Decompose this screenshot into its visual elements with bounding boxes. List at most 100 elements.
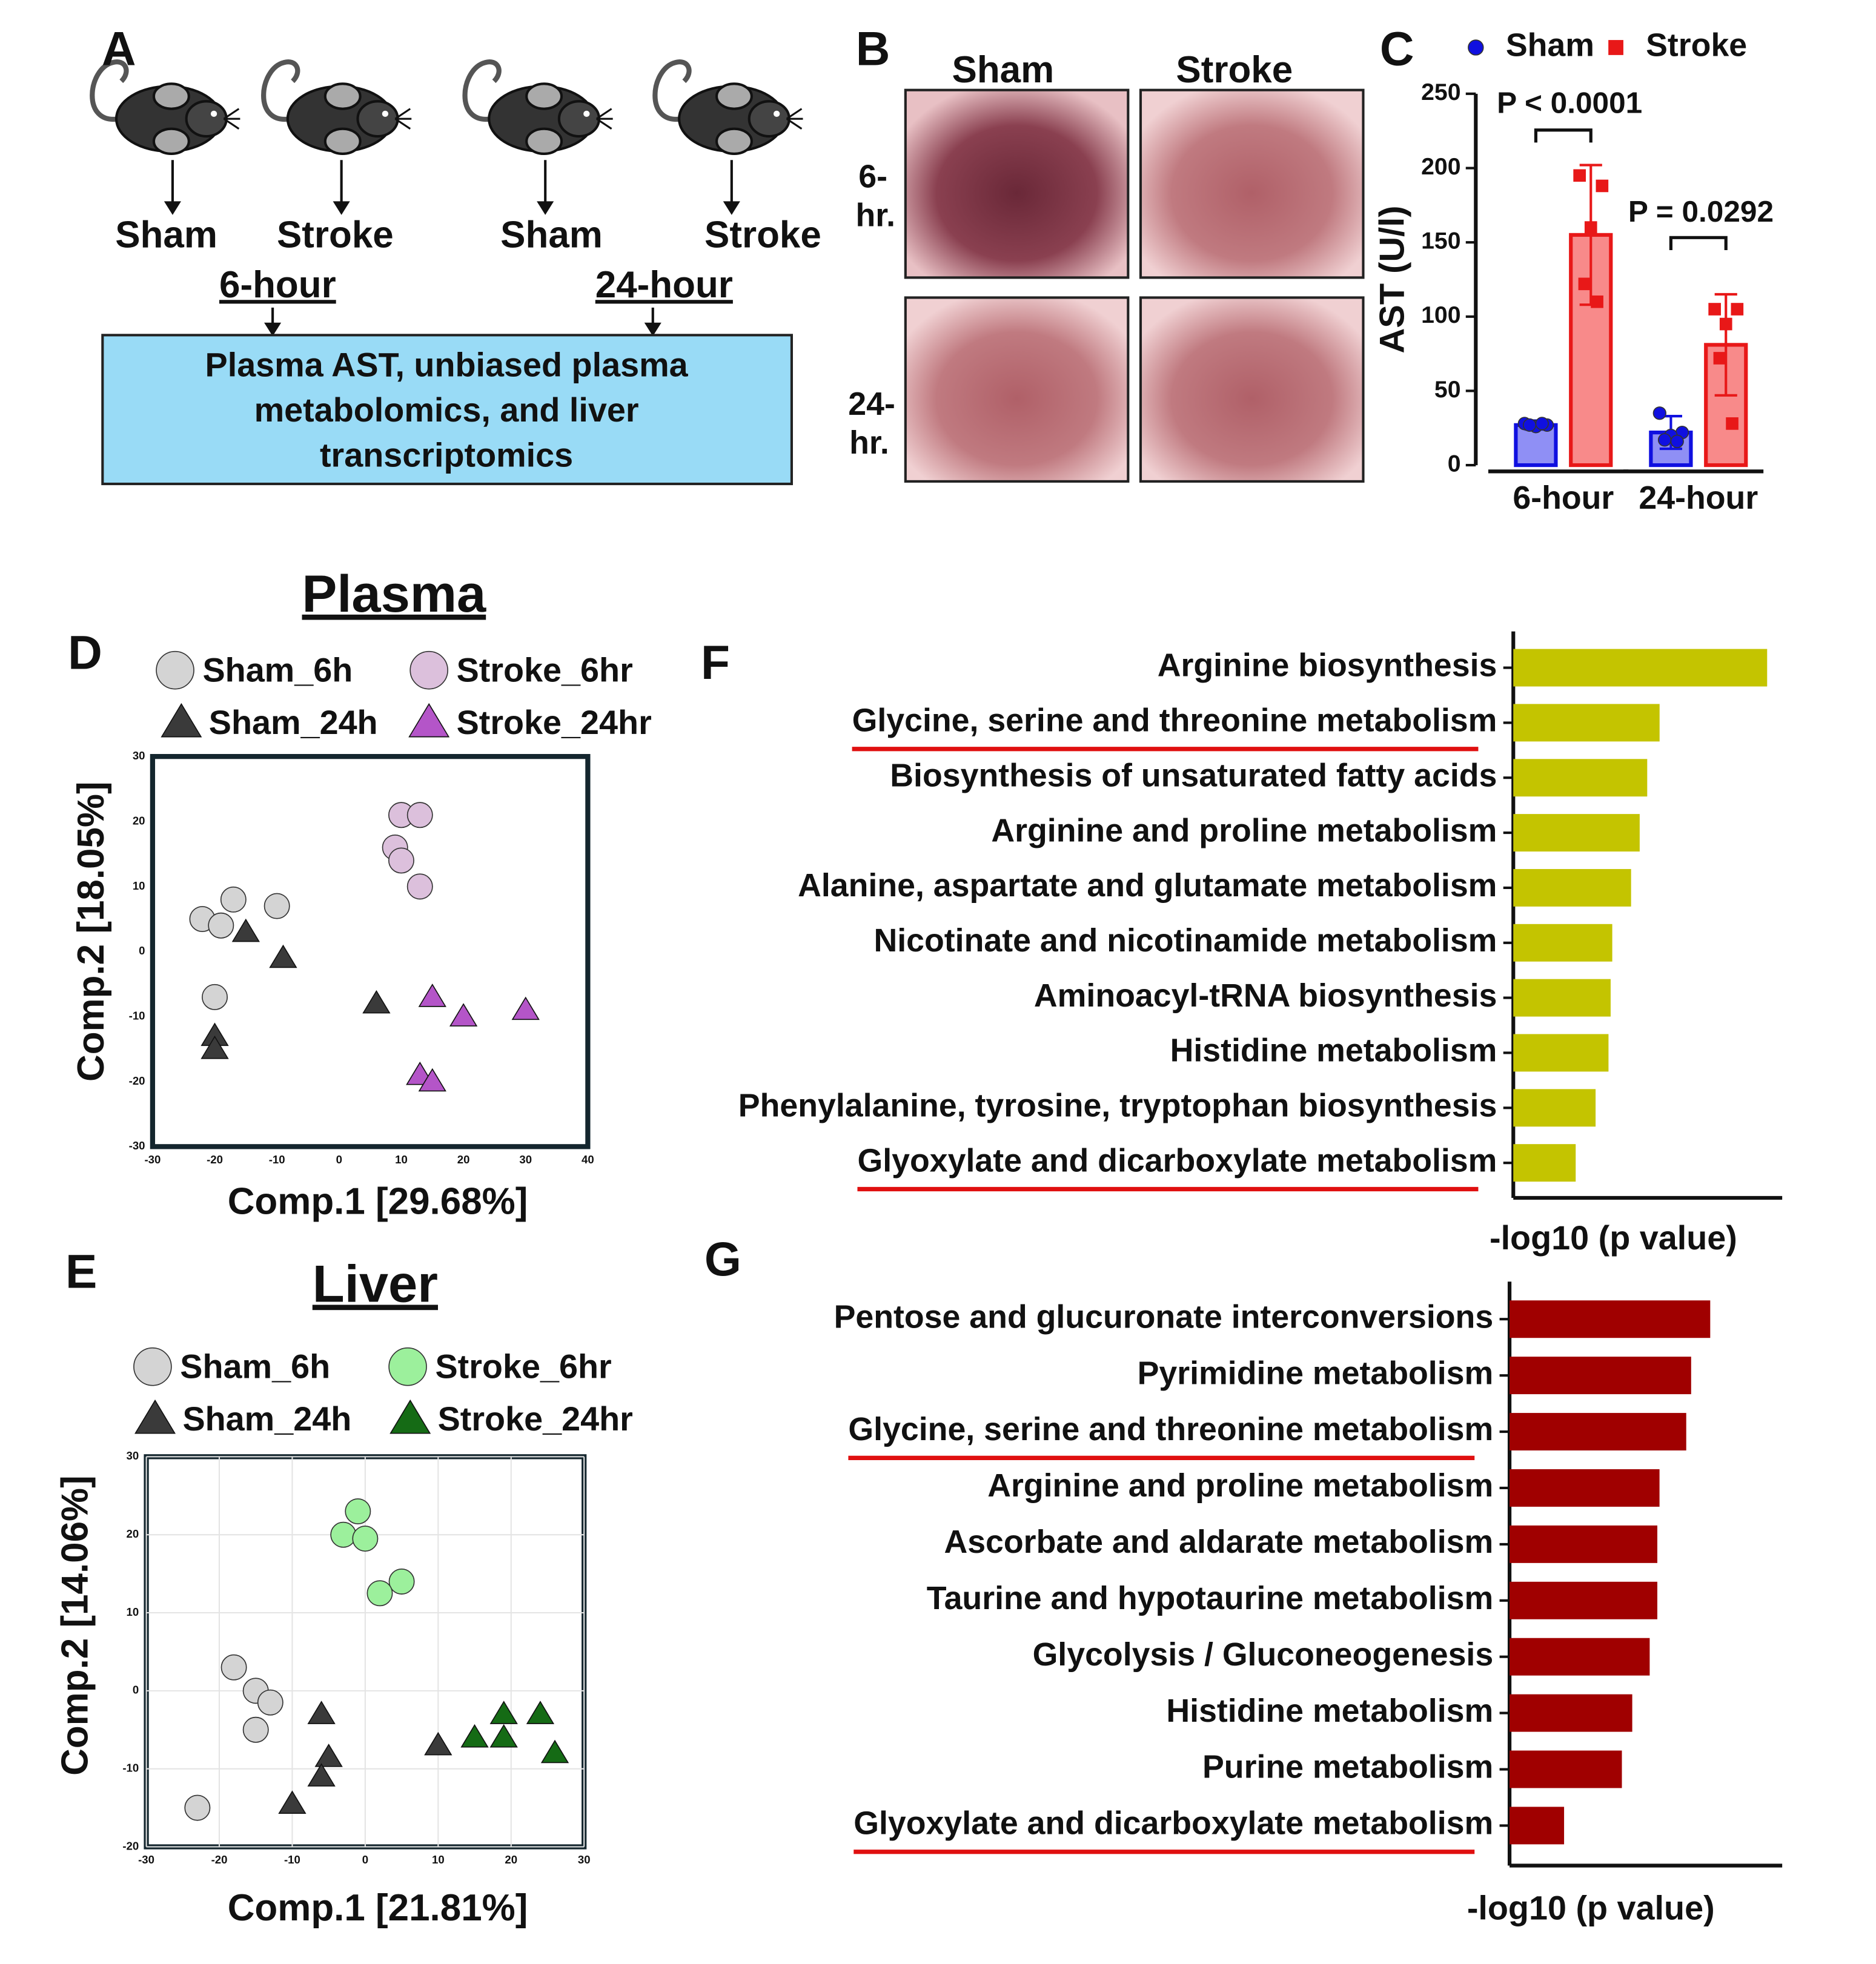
- summary-box: [101, 334, 793, 486]
- data-point: [269, 944, 297, 968]
- legend-marker: [409, 650, 448, 690]
- x-tick-label: 0: [336, 1153, 342, 1166]
- group-label: Stroke: [704, 214, 821, 256]
- x-tick-label: 40: [582, 1153, 594, 1166]
- legend-marker: [388, 1347, 427, 1386]
- bar: [1513, 924, 1612, 962]
- bar: [1513, 704, 1660, 742]
- legend-marker: [161, 703, 202, 738]
- y-tick-label: 50: [1434, 376, 1461, 403]
- data-point: [208, 912, 234, 939]
- data-point: [352, 1526, 379, 1552]
- category-label: Pyrimidine metabolism: [1138, 1355, 1494, 1391]
- bar: [1513, 649, 1768, 687]
- bar: [1513, 979, 1611, 1017]
- x-tick-label: -30: [138, 1853, 154, 1866]
- x-tick-label: 6-hour: [1513, 480, 1614, 516]
- p-value: P = 0.0292: [1628, 194, 1774, 228]
- x-tick-label: 30: [578, 1853, 591, 1866]
- data-point: [1670, 434, 1684, 448]
- mouse-icon: [655, 62, 803, 154]
- bar: [1513, 1144, 1576, 1182]
- data-point: [1578, 277, 1591, 291]
- row-label: 6-: [858, 158, 887, 194]
- data-point: [1596, 179, 1609, 193]
- x-tick-label: -10: [269, 1153, 285, 1166]
- category-label: Glycine, serine and threonine metabolism: [848, 1411, 1493, 1447]
- data-point: [362, 990, 391, 1014]
- data-point: [424, 1731, 452, 1756]
- x-tick-label: 20: [457, 1153, 470, 1166]
- category-label: Arginine and proline metabolism: [987, 1467, 1493, 1504]
- significance-bracket: [1669, 236, 1728, 250]
- y-tick-label: 0: [1448, 450, 1461, 477]
- panel-label: C: [1380, 22, 1414, 75]
- x-tick-label: -20: [207, 1153, 223, 1166]
- data-point: [184, 1794, 211, 1821]
- data-point: [307, 1701, 336, 1724]
- panel-label: A: [102, 22, 136, 75]
- category-label: Aminoacyl-tRNA biosynthesis: [1034, 977, 1497, 1014]
- bar: [1513, 1034, 1609, 1072]
- legend-marker: [1608, 40, 1623, 55]
- bar: [1510, 1694, 1632, 1732]
- y-tick-label: 0: [133, 1684, 139, 1696]
- category-label: Ascorbate and aldarate metabolism: [944, 1524, 1493, 1560]
- column-label: Sham: [952, 49, 1055, 91]
- data-point: [1708, 303, 1721, 316]
- bar: [1510, 1638, 1650, 1676]
- bar: [1510, 1750, 1622, 1788]
- x-tick-label: -10: [284, 1853, 300, 1866]
- box-text: transcriptomics: [320, 436, 573, 474]
- panel-b-photos: Sham Stroke 6- hr. 24- hr.: [848, 49, 1365, 483]
- x-tick-label: 0: [362, 1853, 368, 1866]
- plot-frame: [150, 754, 591, 1149]
- significance-bracket: [1534, 128, 1593, 143]
- data-point: [314, 1744, 343, 1767]
- data-point: [307, 1763, 336, 1787]
- bar: [1513, 1089, 1596, 1127]
- data-point: [1584, 221, 1597, 234]
- legend-marker: [408, 703, 450, 738]
- y-tick-label: 30: [127, 1449, 139, 1462]
- group-label: Sham: [500, 214, 603, 256]
- y-axis-label: Comp.2 [14.06%]: [54, 1475, 96, 1776]
- liver-photo: [904, 88, 1130, 279]
- y-tick-label: 0: [139, 944, 145, 957]
- panel-label: G: [704, 1232, 741, 1286]
- mouse-icon: [92, 62, 240, 154]
- x-axis-label: Comp.1 [21.81%]: [228, 1887, 528, 1929]
- y-tick-label: -10: [129, 1009, 145, 1022]
- legend-marker: [1468, 39, 1484, 56]
- data-point: [231, 918, 260, 942]
- panel-a-diagram: Sham Stroke Sham Stroke 6-hour 24-hour P…: [92, 62, 821, 486]
- y-tick-label: 100: [1421, 302, 1460, 328]
- y-axis-label: AST (U/l): [1373, 205, 1411, 353]
- data-point: [460, 1724, 489, 1748]
- data-point: [202, 984, 228, 1010]
- x-tick-label: 24-hour: [1639, 480, 1758, 516]
- category-label: Arginine biosynthesis: [1158, 647, 1497, 684]
- y-tick-label: 20: [133, 814, 145, 827]
- bar: [1513, 868, 1631, 907]
- data-point: [242, 1716, 269, 1743]
- category-label: Pentose and glucuronate interconversions: [834, 1298, 1494, 1335]
- data-point: [489, 1724, 518, 1748]
- x-tick-label: -20: [211, 1853, 228, 1866]
- mouse-icon: [465, 62, 613, 154]
- bar: [1510, 1300, 1711, 1338]
- data-point: [1652, 406, 1666, 420]
- row-label: 24-: [848, 386, 895, 422]
- x-tick-label: 20: [505, 1853, 517, 1866]
- data-point: [1573, 169, 1586, 182]
- y-tick-label: -10: [122, 1762, 139, 1774]
- data-point: [345, 1498, 371, 1525]
- panel-label: F: [701, 636, 730, 689]
- category-label: Alanine, aspartate and glutamate metabol…: [798, 867, 1497, 904]
- data-point: [489, 1701, 518, 1724]
- box-text: metabolomics, and liver: [254, 391, 639, 429]
- timepoint-label: 24-hour: [595, 264, 733, 306]
- bar: [1510, 1525, 1658, 1563]
